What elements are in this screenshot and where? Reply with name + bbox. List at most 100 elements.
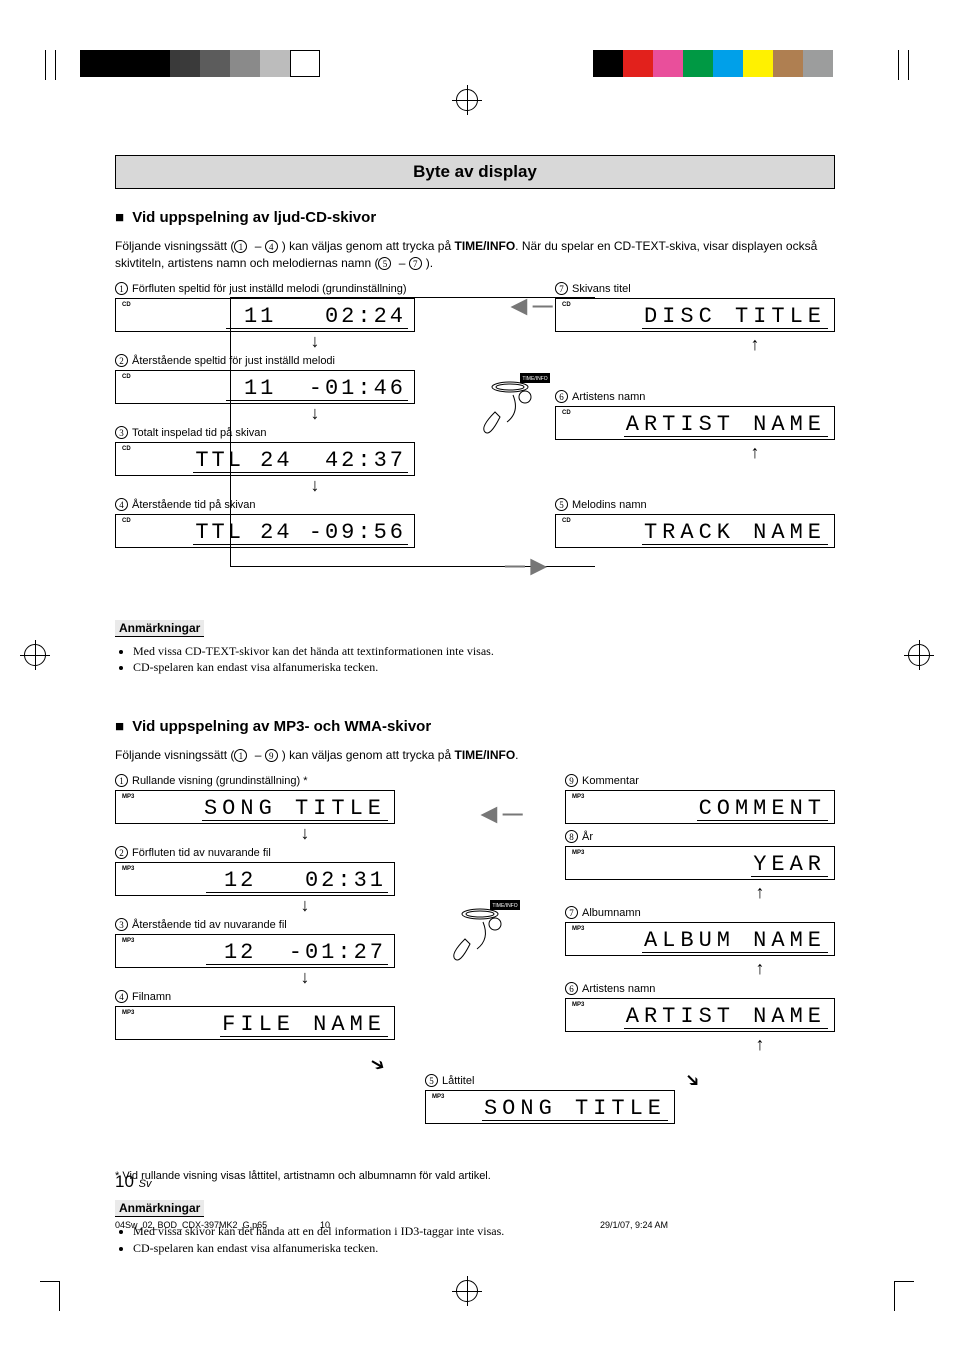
- display-row: 2Återstående speltid för just inställd m…: [115, 354, 415, 418]
- display-label: 7Albumnamn: [565, 906, 835, 919]
- down-arrow-icon: ↓: [215, 900, 395, 910]
- display-row: 6Artistens namnCDARTIST NAME↑: [555, 390, 835, 458]
- display-row: 1Förfluten speltid för just inställd mel…: [115, 282, 415, 346]
- display-label: 6Artistens namn: [565, 982, 835, 995]
- reg-square: [683, 50, 713, 77]
- display-row: 4Återstående tid på skivanCDTTL 24 -09:5…: [115, 498, 415, 548]
- display-label: 1Förfluten speltid för just inställd mel…: [115, 282, 415, 295]
- up-arrow-icon: ↑: [685, 962, 835, 974]
- notes-heading: Anmärkningar: [115, 1200, 204, 1217]
- arrow-up-right-icon: ➔: [680, 1068, 706, 1094]
- arrow-right-icon: ─►: [505, 550, 553, 582]
- reg-square: [713, 50, 743, 77]
- remote-icon-svg: TIME/INFO: [465, 367, 555, 457]
- lcd-text: TRACK NAME: [642, 522, 828, 545]
- display-row: 7Albumnamn MP3 ALBUM NAME ↑: [565, 906, 835, 974]
- lcd-text: 11 02:24: [226, 306, 408, 329]
- lcd-display: MP3 YEAR: [565, 846, 835, 880]
- reg-square: [230, 50, 260, 77]
- section-mp3: ■ Vid uppspelning av MP3- och WMA-skivor…: [115, 718, 835, 1256]
- intro-text-mp3: Följande visningssätt (1 – 9) kan väljas…: [115, 747, 835, 764]
- reg-square: [260, 50, 290, 77]
- lcd-tag: MP3: [572, 926, 584, 932]
- remote-icon-svg: TIME/INFO: [435, 894, 525, 984]
- lcd-text: FILE NAME: [220, 1014, 388, 1037]
- reg-square: [653, 50, 683, 77]
- lcd-text: TTL 24 42:37: [193, 450, 408, 473]
- footer-page: 10: [320, 1220, 330, 1230]
- crop-mark: [894, 1281, 914, 1311]
- display-label: 1Rullande visning (grundinställning) *: [115, 774, 395, 787]
- reg-square: [743, 50, 773, 77]
- lcd-display: MP3FILE NAME: [115, 1006, 395, 1040]
- print-registration-bottom: [0, 1271, 954, 1311]
- display-bottom-item: 5Låttitel MP3 SONG TITLE: [425, 1074, 675, 1130]
- display-label: 2Förfluten tid av nuvarande fil: [115, 846, 395, 859]
- crop-mark: [40, 1281, 60, 1311]
- lcd-text: SONG TITLE: [202, 798, 388, 821]
- up-arrow-icon: ↑: [675, 338, 835, 350]
- display-label: 4Filnamn: [115, 990, 395, 1003]
- lcd-tag: MP3: [572, 1002, 584, 1008]
- crop-mark: [50, 50, 56, 80]
- note-item: Med vissa CD-TEXT-skivor kan det hända a…: [133, 643, 835, 660]
- lcd-display: MP3SONG TITLE: [115, 790, 395, 824]
- registration-crosshair-right: [904, 640, 934, 670]
- lcd-tag: MP3: [572, 850, 584, 856]
- display-label: 7Skivans titel: [555, 282, 835, 295]
- lcd-tag: CD: [562, 518, 571, 524]
- display-row: 1Rullande visning (grundinställning) * MP…: [115, 774, 395, 838]
- reg-square: [140, 50, 170, 77]
- footer-filename: 04Sw_02_BOD_CDX-397MK2_G.p65: [115, 1220, 267, 1230]
- display-row: 5Melodins namn CD TRACK NAME: [555, 498, 835, 548]
- display-label: 3Totalt inspelad tid på skivan: [115, 426, 415, 439]
- display-label: 9Kommentar: [565, 774, 835, 787]
- down-arrow-icon: ↓: [215, 828, 395, 838]
- reg-square: [290, 50, 320, 77]
- lcd-text: YEAR: [751, 854, 828, 877]
- reg-square: [110, 50, 140, 77]
- color-squares: [593, 50, 833, 77]
- crop-mark: [40, 50, 46, 80]
- lcd-display: CDDISC TITLE: [555, 298, 835, 332]
- lcd-text: 12 02:31: [206, 870, 388, 893]
- arrow-left-icon: ◄─: [475, 798, 523, 830]
- display-row: 8ÅrMP3YEAR↑: [565, 830, 835, 898]
- display-row: 3Totalt inspelad tid på skivan CD TTL 24 4…: [115, 426, 415, 490]
- display-label: 2Återstående speltid för just inställd m…: [115, 354, 415, 367]
- display-label: 4Återstående tid på skivan: [115, 498, 415, 511]
- remote-button-illustration: TIME/INFO: [465, 367, 555, 462]
- square-bullet-icon: ■: [115, 209, 124, 226]
- display-label: 5Låttitel: [425, 1074, 675, 1087]
- reg-square: [80, 50, 110, 77]
- remote-button-illustration: TIME/INFO: [435, 894, 525, 989]
- page-title: Byte av display: [115, 155, 835, 189]
- reg-square: [773, 50, 803, 77]
- lcd-tag: CD: [562, 302, 571, 308]
- lcd-text: ALBUM NAME: [642, 930, 828, 953]
- reg-square: [803, 50, 833, 77]
- notes-list-cd: Med vissa CD-TEXT-skivor kan det hända a…: [115, 643, 835, 677]
- display-row: 4Filnamn MP3FILE NAME: [115, 990, 395, 1040]
- reg-square: [170, 50, 200, 77]
- reg-square: [200, 50, 230, 77]
- lcd-text: 12 -01:27: [206, 942, 388, 965]
- display-label: 3Återstående tid av nuvarande fil: [115, 918, 395, 931]
- print-registration-top: [0, 40, 954, 80]
- display-row: 2Förfluten tid av nuvarande filMP3 12 02…: [115, 846, 395, 910]
- lcd-tag: CD: [562, 410, 571, 416]
- display-column-right: 7Skivans titelCDDISC TITLE↑6Artistens na…: [555, 282, 835, 554]
- display-row: 3Återstående tid av nuvarande filMP3 12 …: [115, 918, 395, 982]
- display-label: 5Melodins namn: [555, 498, 835, 511]
- lcd-text: TTL 24 -09:56: [193, 522, 408, 545]
- page-content: Byte av display ■ Vid uppspelning av lju…: [115, 155, 835, 1257]
- up-arrow-icon: ↑: [685, 1038, 835, 1050]
- reg-square: [593, 50, 623, 77]
- arrow-left-icon: ◄─: [505, 290, 553, 322]
- lcd-tag: CD: [122, 446, 131, 452]
- lcd-text: ARTIST NAME: [624, 414, 828, 437]
- lcd-tag: CD: [122, 374, 131, 380]
- footnote: * Vid rullande visning visas låttitel, a…: [115, 1170, 835, 1182]
- lcd-display: MP3COMMENT: [565, 790, 835, 824]
- lcd-display: CD 11 02:24: [115, 298, 415, 332]
